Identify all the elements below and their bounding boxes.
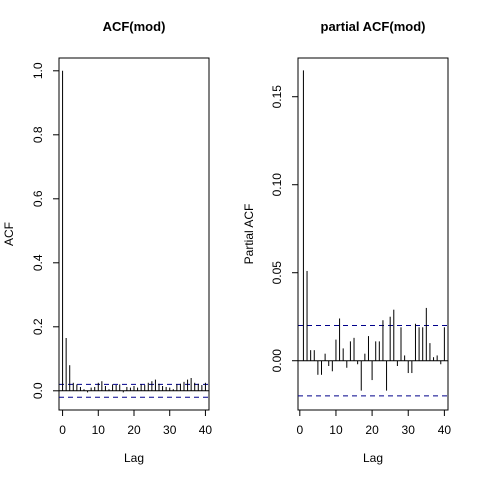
pacf-panel: partial ACF(mod) Lag Partial ACF 0 10 20 30…	[242, 19, 451, 465]
x-axis: 0 10 20 30 40	[296, 409, 452, 437]
plot-frame	[58, 57, 210, 411]
confidence-band	[59, 383, 209, 398]
y-tick-label: 0.2	[31, 318, 45, 335]
y-axis-label: ACF	[2, 222, 16, 246]
x-tick-label: 10	[92, 423, 106, 437]
x-tick-label: 20	[127, 423, 141, 437]
x-axis-label: Lag	[124, 451, 144, 465]
plot-frame	[297, 57, 449, 411]
y-axis: 0.00 0.05 0.10 0.15	[270, 85, 299, 373]
y-tick-label: 0.0	[31, 382, 45, 399]
pacf-bars	[298, 70, 448, 391]
y-tick-label: 0.00	[270, 349, 284, 373]
y-tick-label: 0.05	[270, 261, 284, 285]
x-tick-label: 20	[365, 423, 379, 437]
chart-title: ACF(mod)	[103, 19, 166, 34]
x-tick-label: 0	[296, 423, 303, 437]
y-tick-label: 0.10	[270, 173, 284, 197]
x-tick-label: 40	[438, 423, 452, 437]
y-tick-label: 1.0	[31, 62, 45, 79]
y-tick-label: 0.15	[270, 85, 284, 109]
x-tick-label: 40	[199, 423, 213, 437]
chart-title: partial ACF(mod)	[321, 19, 426, 34]
x-tick-label: 30	[163, 423, 177, 437]
y-axis-label: Partial ACF	[242, 204, 256, 265]
confidence-band	[298, 325, 448, 397]
x-tick-label: 30	[402, 423, 416, 437]
x-axis-label: Lag	[363, 451, 383, 465]
x-tick-label: 10	[329, 423, 343, 437]
y-tick-label: 0.6	[31, 190, 45, 207]
acf-panel: ACF(mod) Lag ACF 0 10 20 30 40 0.00.20.40.60…	[2, 19, 212, 465]
y-tick-label: 0.8	[31, 126, 45, 143]
x-tick-label: 0	[59, 423, 66, 437]
x-axis: 0 10 20 30 40	[59, 409, 213, 437]
acf-bars	[59, 70, 209, 393]
y-tick-label: 0.4	[31, 254, 45, 271]
y-axis: 0.0 0.2 0.4 0.6 0.8 1.0	[31, 62, 60, 399]
